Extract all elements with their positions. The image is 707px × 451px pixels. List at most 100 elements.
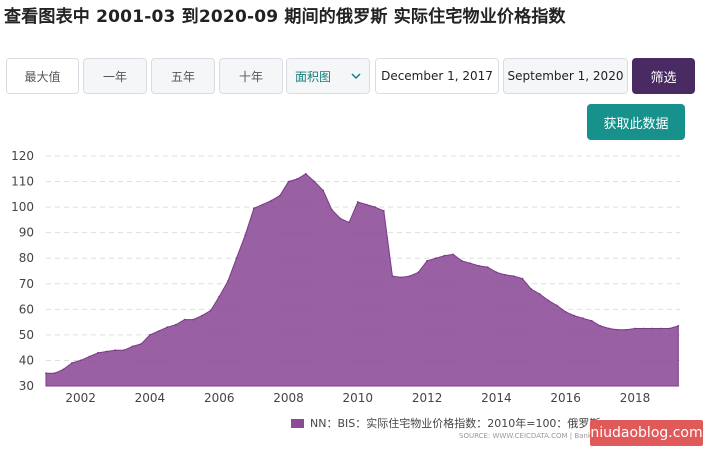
data-point[interactable] <box>183 318 186 321</box>
data-point[interactable] <box>668 327 671 330</box>
data-point[interactable] <box>62 368 65 371</box>
x-tick-label: 2016 <box>550 391 581 405</box>
data-point[interactable] <box>253 207 255 210</box>
data-point[interactable] <box>105 350 108 353</box>
start-date-input[interactable]: December 1, 2017 <box>375 58 499 94</box>
one-year-button[interactable]: 一年 <box>83 58 147 94</box>
data-point[interactable] <box>677 325 680 327</box>
data-point[interactable] <box>495 271 498 274</box>
data-point[interactable] <box>45 372 47 375</box>
y-axis: 30 40 50 60 70 80 90 100 110 120 <box>11 149 34 393</box>
data-point[interactable] <box>400 276 402 279</box>
filter-button[interactable]: 筛选 <box>632 58 695 94</box>
data-point[interactable] <box>114 349 117 352</box>
data-point[interactable] <box>244 234 247 237</box>
data-point[interactable] <box>218 295 221 298</box>
data-point[interactable] <box>365 203 368 206</box>
data-point[interactable] <box>443 254 446 257</box>
data-point[interactable] <box>287 180 290 183</box>
max-range-button[interactable]: 最大值 <box>6 58 79 94</box>
data-point[interactable] <box>270 199 273 202</box>
data-point[interactable] <box>608 327 610 330</box>
data-point[interactable] <box>382 210 385 212</box>
data-point[interactable] <box>97 351 99 354</box>
y-tick-label: 30 <box>19 379 34 393</box>
series-area[interactable] <box>45 173 679 387</box>
data-point[interactable] <box>408 275 411 277</box>
data-point[interactable] <box>556 304 558 307</box>
data-point[interactable] <box>88 355 91 358</box>
data-point[interactable] <box>235 257 238 260</box>
data-point[interactable] <box>391 275 394 277</box>
ten-year-button[interactable]: 十年 <box>219 58 283 94</box>
fetch-data-button[interactable]: 获取此数据 <box>587 104 685 140</box>
data-point[interactable] <box>330 208 333 211</box>
data-point[interactable] <box>642 327 645 330</box>
data-point[interactable] <box>140 342 143 345</box>
x-axis: 2002 2004 2006 2008 2010 2012 2014 2016 2018 <box>65 391 650 405</box>
data-point[interactable] <box>590 319 593 322</box>
data-point[interactable] <box>530 288 532 290</box>
data-point[interactable] <box>564 311 567 313</box>
x-tick-label: 2014 <box>481 391 512 405</box>
legend-swatch <box>291 418 304 428</box>
y-tick-label: 110 <box>11 175 34 189</box>
data-point[interactable] <box>469 262 472 265</box>
data-point[interactable] <box>166 326 169 329</box>
y-tick-label: 50 <box>19 328 34 342</box>
y-tick-label: 120 <box>11 149 34 163</box>
five-year-button[interactable]: 五年 <box>151 58 215 94</box>
end-date-input[interactable]: September 1, 2020 <box>503 58 628 94</box>
data-point[interactable] <box>157 330 160 332</box>
data-point[interactable] <box>53 372 56 375</box>
chart-legend[interactable]: NN：BIS：实际住宅物业价格指数：2010年=100：俄罗斯 <box>291 415 600 431</box>
legend-label: NN：BIS：实际住宅物业价格指数：2010年=100：俄罗斯 <box>310 417 601 430</box>
data-point[interactable] <box>538 293 541 295</box>
chart-type-dropdown[interactable]: 面积图 <box>286 58 370 94</box>
data-point[interactable] <box>547 299 550 302</box>
data-point[interactable] <box>625 328 628 331</box>
source-credit: SOURCE: WWW.CEICDATA.COM | Bank <box>459 432 592 440</box>
data-point[interactable] <box>304 173 307 175</box>
data-point[interactable] <box>417 271 420 274</box>
data-point[interactable] <box>348 221 350 224</box>
data-point[interactable] <box>582 317 584 320</box>
data-point[interactable] <box>426 259 428 262</box>
data-point[interactable] <box>521 277 524 280</box>
chart-type-value: 面积图 <box>295 69 332 84</box>
data-point[interactable] <box>149 334 151 336</box>
data-point[interactable] <box>660 327 662 330</box>
data-point[interactable] <box>131 345 134 348</box>
data-point[interactable] <box>504 273 506 276</box>
data-point[interactable] <box>123 349 125 352</box>
data-point[interactable] <box>512 275 515 277</box>
data-point[interactable] <box>478 265 480 267</box>
data-point[interactable] <box>452 253 454 256</box>
data-point[interactable] <box>356 201 359 203</box>
data-point[interactable] <box>313 180 316 183</box>
data-point[interactable] <box>599 325 602 327</box>
data-point[interactable] <box>374 206 376 209</box>
data-point[interactable] <box>209 309 212 312</box>
data-point[interactable] <box>616 328 619 331</box>
watermark: niudaoblog.com <box>590 420 703 446</box>
data-point[interactable] <box>651 327 654 330</box>
data-point[interactable] <box>296 178 299 180</box>
data-point[interactable] <box>460 259 463 262</box>
data-point[interactable] <box>434 257 437 260</box>
data-point[interactable] <box>322 189 325 192</box>
data-point[interactable] <box>634 327 636 330</box>
data-point[interactable] <box>339 217 342 220</box>
data-point[interactable] <box>71 362 73 364</box>
data-point[interactable] <box>486 266 489 269</box>
data-point[interactable] <box>175 323 177 326</box>
data-point[interactable] <box>279 194 281 197</box>
data-point[interactable] <box>573 314 576 317</box>
data-point[interactable] <box>79 359 82 362</box>
data-point[interactable] <box>201 314 203 317</box>
data-point[interactable] <box>261 203 264 206</box>
data-point[interactable] <box>227 280 229 283</box>
x-tick-label: 2018 <box>620 391 651 405</box>
data-point[interactable] <box>192 318 195 321</box>
